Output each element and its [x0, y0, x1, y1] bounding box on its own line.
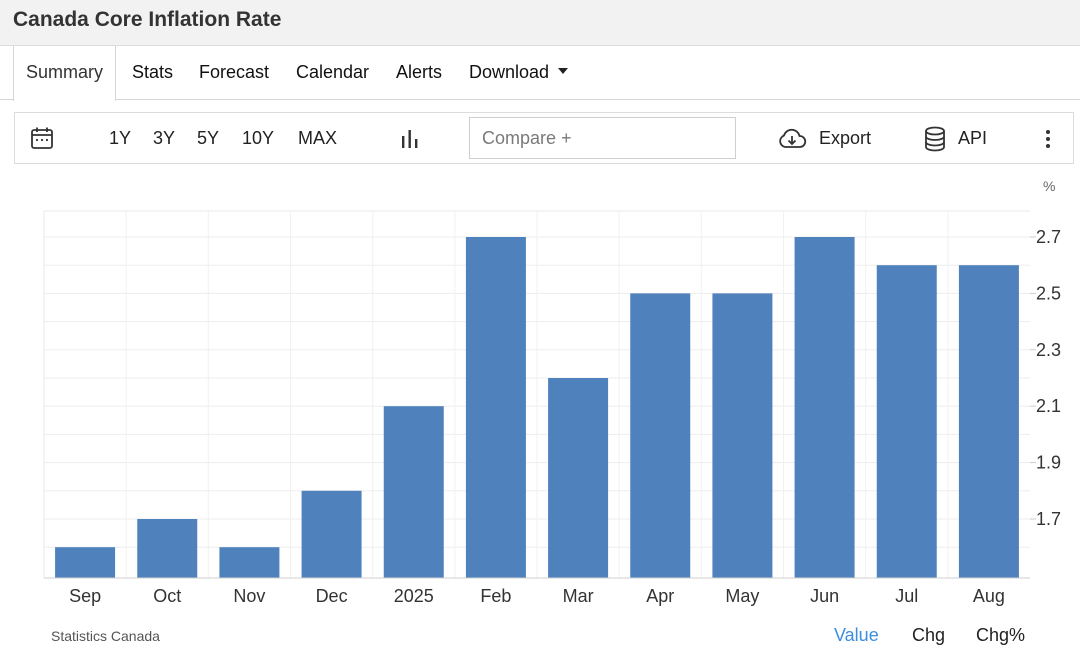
tab-alerts[interactable]: Alerts [396, 62, 443, 82]
export-button[interactable]: Export [819, 128, 872, 148]
x-tick-label: Jul [895, 586, 918, 606]
calendar-icon[interactable] [30, 126, 54, 150]
bar-mar [548, 378, 609, 578]
range-10y[interactable]: 10Y [242, 128, 275, 148]
more-vertical-icon[interactable] [1045, 129, 1051, 149]
tab-bar: Summary Stats Forecast Calendar Alerts D… [0, 46, 1080, 101]
bar-aug [958, 265, 1019, 578]
cloud-download-icon[interactable] [777, 127, 807, 151]
bar-may [712, 293, 773, 578]
compare-input[interactable] [469, 117, 736, 159]
tab-stats[interactable]: Stats [132, 62, 174, 82]
y-tick-label: 2.1 [1036, 396, 1061, 416]
x-tick-label: Mar [563, 586, 594, 606]
range-1y[interactable]: 1Y [109, 128, 132, 148]
y-tick-label: 2.5 [1036, 283, 1061, 303]
view-value-button[interactable]: Value [834, 625, 879, 645]
database-icon[interactable] [924, 126, 946, 152]
x-tick-label: Dec [316, 586, 348, 606]
bar-oct [137, 519, 198, 578]
tab-download-label: Download [469, 62, 550, 82]
x-tick-label: Aug [973, 586, 1005, 606]
tab-summary[interactable]: Summary [13, 46, 117, 101]
chevron-down-icon [558, 68, 569, 75]
x-tick-label: Oct [153, 586, 181, 606]
range-3y[interactable]: 3Y [153, 128, 176, 148]
x-tick-label: Apr [646, 586, 674, 606]
range-5y[interactable]: 5Y [197, 128, 220, 148]
bar-2025 [383, 406, 444, 578]
y-tick-label: 1.9 [1036, 453, 1061, 473]
bar-dec [301, 490, 362, 578]
x-tick-label: Sep [69, 586, 101, 606]
x-tick-label: Feb [480, 586, 511, 606]
y-tick-label: 2.3 [1036, 340, 1061, 360]
source-label: Statistics Canada [51, 628, 160, 644]
x-tick-label: 2025 [394, 586, 434, 606]
view-chg-button[interactable]: Chg [912, 625, 946, 645]
bar-chart: Sep Oct Nov Dec 2025 Feb Mar Apr May Jun Jul Aug 1.7… [43, 210, 1061, 606]
chart-toolbar: 1Y 3Y 5Y 10Y MAX Export API [14, 112, 1074, 164]
unit-label: % [1043, 178, 1056, 194]
tab-forecast[interactable]: Forecast [199, 62, 270, 82]
view-chg-percent-button[interactable]: Chg% [976, 625, 1026, 645]
bar-chart-icon[interactable] [399, 128, 421, 150]
tab-calendar[interactable]: Calendar [296, 62, 370, 82]
range-max[interactable]: MAX [298, 128, 338, 148]
bar-apr [630, 293, 691, 578]
bar-jun [794, 237, 855, 578]
bar-jul [876, 265, 937, 578]
bar-nov [219, 547, 280, 578]
y-tick-label: 2.7 [1036, 227, 1061, 247]
x-tick-label: Nov [233, 586, 265, 606]
x-tick-label: May [725, 586, 759, 606]
page-title: Canada Core Inflation Rate [13, 8, 282, 31]
title-bar: Canada Core Inflation Rate [0, 0, 1080, 46]
bar-feb [465, 237, 526, 578]
tab-download[interactable]: Download [469, 46, 569, 100]
api-button[interactable]: API [958, 128, 988, 148]
bar-sep [55, 547, 116, 578]
y-tick-label: 1.7 [1036, 509, 1061, 529]
x-tick-label: Jun [810, 586, 839, 606]
